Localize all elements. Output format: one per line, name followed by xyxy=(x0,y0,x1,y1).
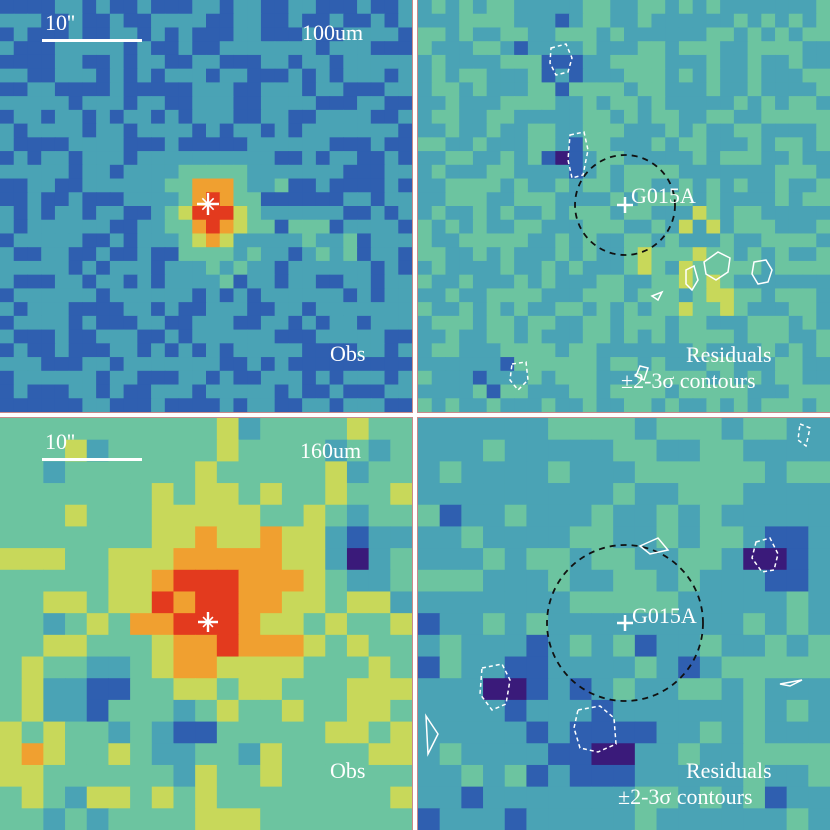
aperture-circle xyxy=(574,154,676,256)
panel-obs-100um: 10'' 100um Obs xyxy=(0,0,413,413)
corner-label-obs: Obs xyxy=(330,758,366,783)
pixel-grid xyxy=(0,418,412,830)
scale-label: 10'' xyxy=(45,429,75,454)
source-label: G015A xyxy=(631,183,696,208)
positive-contour xyxy=(635,365,649,382)
aperture-circle xyxy=(546,544,704,702)
scale-bar xyxy=(42,458,142,461)
panel-residuals-100um: G015A Residuals ±2-3σ contours xyxy=(417,0,830,413)
panel-residuals-160um: G015A Residuals ±2-3σ contours xyxy=(417,417,830,830)
source-position-marker xyxy=(198,612,218,632)
negative-contour xyxy=(573,705,617,753)
pixel-grid xyxy=(418,418,830,830)
corner-label-contours: ±2-3σ contours xyxy=(621,368,756,393)
positive-contour xyxy=(638,537,670,555)
positive-contour xyxy=(779,679,803,687)
negative-contour xyxy=(549,43,573,76)
positive-contour xyxy=(685,264,699,292)
negative-contour xyxy=(567,131,589,179)
positive-contour xyxy=(751,259,773,285)
corner-label-contours: ±2-3σ contours xyxy=(618,784,753,809)
band-label: 160um xyxy=(300,438,362,463)
pixel-grid xyxy=(0,0,412,412)
negative-contour xyxy=(797,422,811,448)
band-label: 100um xyxy=(302,20,364,45)
corner-label-residuals: Residuals xyxy=(686,342,772,367)
heatmap-obs-160um xyxy=(0,418,412,830)
corner-label-residuals: Residuals xyxy=(686,758,772,783)
source-position-marker xyxy=(197,193,219,215)
pixel-grid xyxy=(418,0,830,412)
source-cross xyxy=(617,197,633,213)
scale-bar xyxy=(42,39,142,42)
positive-contour xyxy=(703,251,731,281)
scale-label: 10'' xyxy=(45,10,75,35)
source-cross xyxy=(617,615,633,631)
heatmap-residuals-160um xyxy=(418,418,830,830)
heatmap-residuals-100um xyxy=(418,0,830,412)
panel-obs-160um: 10'' 160um Obs xyxy=(0,417,413,830)
negative-contour xyxy=(751,537,779,573)
heatmap-obs-100um xyxy=(0,0,412,412)
positive-contour xyxy=(425,713,439,757)
positive-contour xyxy=(650,290,664,302)
source-label: G015A xyxy=(632,603,697,628)
corner-label-obs: Obs xyxy=(330,341,366,366)
